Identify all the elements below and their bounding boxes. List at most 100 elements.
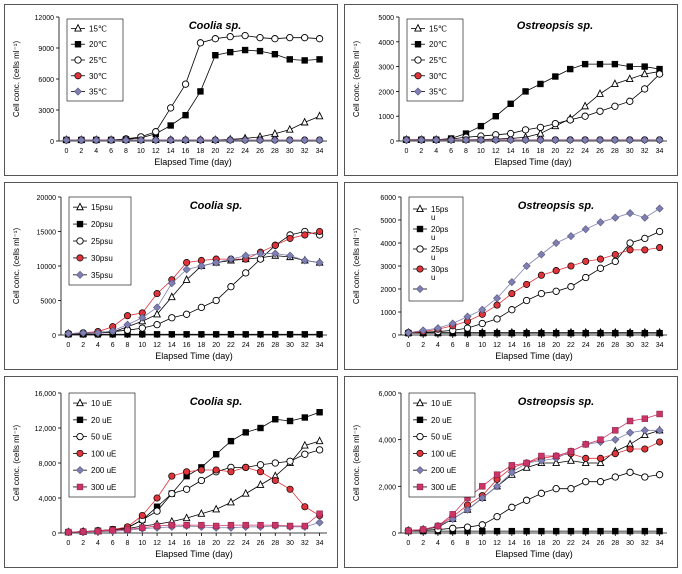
data-point <box>626 417 634 425</box>
data-point <box>596 60 604 68</box>
x-tick-label: 34 <box>656 540 664 547</box>
data-point <box>107 136 116 145</box>
data-point <box>507 278 516 287</box>
data-point <box>182 274 191 283</box>
data-point <box>286 234 294 242</box>
data-point <box>257 331 264 338</box>
legend-label: 20℃ <box>429 40 447 49</box>
x-tick-label: 6 <box>451 540 455 547</box>
data-point <box>508 503 516 511</box>
data-point <box>270 136 279 145</box>
data-point <box>537 289 546 298</box>
data-point <box>271 241 279 249</box>
data-point <box>641 527 649 535</box>
data-point <box>567 262 575 270</box>
data-point <box>597 436 604 443</box>
legend-marker <box>414 23 422 32</box>
chart-panel-ostreopsis-temperature: 0 1000 2000 3000 4000 5000 0 2 4 6 8 10 12 14 16 18 20 22… <box>344 4 678 176</box>
legend-label: 30℃ <box>429 72 447 81</box>
data-point <box>151 136 160 145</box>
y-tick-label: 6000 <box>380 195 396 202</box>
data-point <box>108 326 117 335</box>
data-point <box>567 485 575 493</box>
x-tick-label: 24 <box>242 342 250 349</box>
x-tick-label: 10 <box>137 148 145 155</box>
legend-marker <box>74 56 82 64</box>
data-point <box>508 290 516 298</box>
x-axis-label: Elapsed Time (day) <box>155 549 233 559</box>
data-point <box>463 505 472 514</box>
data-point <box>508 527 516 535</box>
series-1 <box>405 527 663 535</box>
data-point <box>582 273 590 282</box>
data-point <box>552 452 560 460</box>
chart-title: Coolia sp. <box>190 396 243 408</box>
legend-marker <box>414 56 422 64</box>
data-point <box>153 507 161 515</box>
data-point <box>493 294 502 303</box>
data-point <box>537 489 546 497</box>
series-5 <box>405 410 663 534</box>
y-axis-label: Cell conc. (cells ml⁻¹) <box>352 425 361 502</box>
data-point <box>612 527 619 535</box>
data-point <box>655 426 664 435</box>
data-point <box>536 123 545 132</box>
data-point <box>139 331 146 338</box>
data-point <box>168 331 176 338</box>
data-point <box>538 527 545 535</box>
data-point <box>241 136 250 145</box>
x-tick-label: 28 <box>611 342 619 349</box>
x-tick-label: 20 <box>212 342 220 349</box>
x-tick-label: 10 <box>478 342 486 349</box>
data-point <box>272 521 279 529</box>
data-point <box>626 246 634 254</box>
x-tick-label: 0 <box>406 342 410 349</box>
legend-marker <box>76 254 84 262</box>
data-point <box>197 466 205 474</box>
data-point <box>478 319 486 328</box>
data-point <box>123 320 132 329</box>
data-point <box>626 428 635 437</box>
x-tick-label: 32 <box>641 540 649 547</box>
data-point <box>124 526 131 533</box>
data-point <box>493 315 501 323</box>
x-tick-label: 16 <box>523 540 531 547</box>
series-5 <box>65 510 323 536</box>
data-point <box>196 136 205 145</box>
data-point <box>286 485 294 493</box>
data-point <box>301 231 309 239</box>
x-tick-label: 14 <box>167 148 175 155</box>
y-tick-label: 2,000 <box>378 484 396 491</box>
data-point <box>596 478 605 486</box>
x-tick-label: 16 <box>522 148 530 155</box>
data-point <box>212 466 220 474</box>
data-point <box>537 250 546 259</box>
data-point <box>153 494 161 502</box>
data-point <box>109 527 116 534</box>
y-tick-label: 3000 <box>38 108 54 115</box>
data-point <box>640 213 649 222</box>
data-point <box>449 524 457 532</box>
data-point <box>595 135 605 145</box>
data-point <box>139 524 146 531</box>
legend-label: 25℃ <box>429 56 447 65</box>
x-tick-label: 28 <box>271 342 279 349</box>
data-point <box>241 251 250 260</box>
data-point <box>493 301 501 309</box>
data-point <box>521 135 530 145</box>
data-point <box>552 287 560 295</box>
legend-marker <box>416 432 424 441</box>
x-axis-label: Elapsed Time (day) <box>495 351 573 361</box>
data-point <box>611 435 620 444</box>
data-point <box>316 510 323 517</box>
data-point <box>493 329 501 337</box>
x-tick-label: 32 <box>641 148 649 155</box>
data-point <box>463 312 472 321</box>
x-tick-label: 20 <box>551 148 559 155</box>
data-point <box>286 457 294 465</box>
data-point <box>94 528 102 535</box>
data-point <box>552 329 560 337</box>
